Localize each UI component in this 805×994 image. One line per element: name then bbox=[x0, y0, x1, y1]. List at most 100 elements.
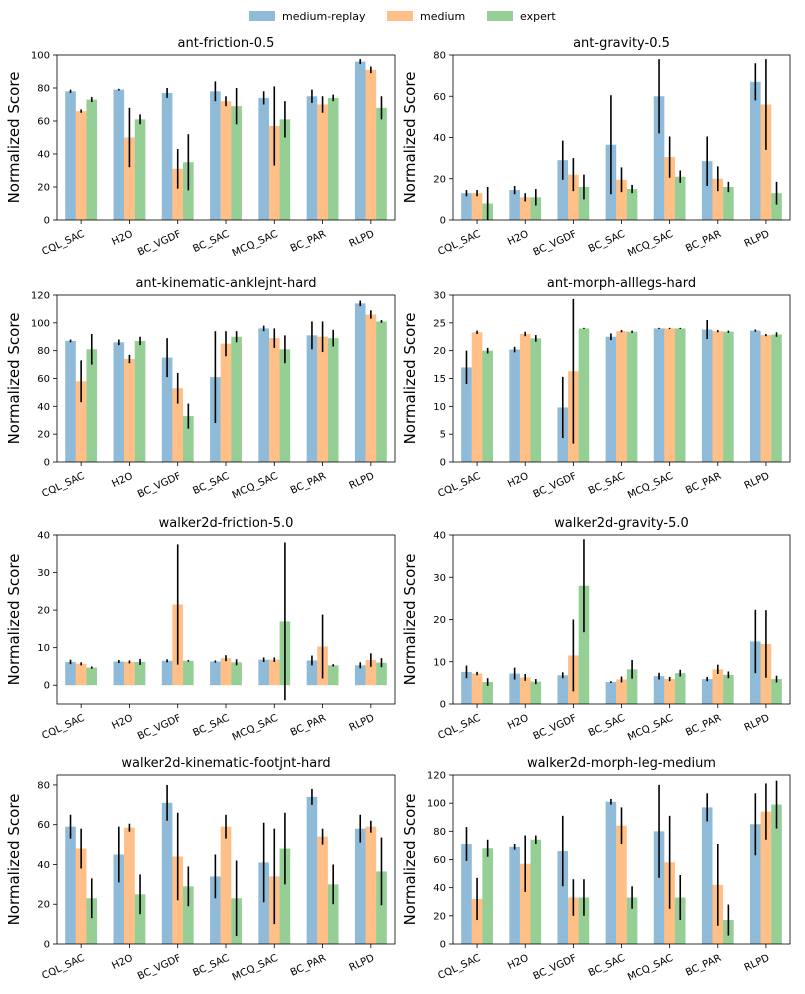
panel-ant-gravity-0-5: ant-gravity-0.5 Normalized Score 0 20 40 60 80… bbox=[401, 36, 791, 260]
x-tick-label-cql-sac: CQL_SAC bbox=[436, 953, 482, 982]
bar-medium-replay-bc-par bbox=[701, 329, 713, 462]
x-tick-label-cql-sac: CQL_SAC bbox=[40, 713, 86, 742]
bar-medium-replay-h2o bbox=[113, 854, 125, 944]
x-tick-label-cql-sac: CQL_SAC bbox=[436, 471, 482, 500]
panel-walker2d-gravity-5-0: walker2d-gravity-5.0 Normalized Score 0 10 2… bbox=[401, 516, 791, 743]
y-tick-label: 60 bbox=[37, 374, 50, 385]
x-tick-label-h2o: H2O bbox=[506, 713, 530, 732]
panel-title: walker2d-morph-leg-medium bbox=[527, 756, 716, 771]
panel-title: walker2d-kinematic-footjnt-hard bbox=[121, 756, 330, 771]
bar-medium-replay-bc-vgdf bbox=[161, 92, 173, 220]
x-tick-label-rlpd: RLPD bbox=[348, 471, 377, 492]
bar-medium-cql-sac bbox=[471, 673, 483, 704]
y-tick-label: 10 bbox=[37, 643, 50, 654]
x-tick-label-mcq-sac: MCQ_SAC bbox=[231, 713, 280, 744]
y-tick-label: 0 bbox=[440, 216, 446, 227]
panel-title: walker2d-gravity-5.0 bbox=[554, 516, 689, 531]
bar-medium-rlpd bbox=[365, 69, 377, 220]
x-tick-label-bc-sac: BC_SAC bbox=[191, 713, 231, 739]
bar-medium-bc-sac bbox=[220, 826, 232, 944]
bar-medium-h2o bbox=[124, 661, 135, 686]
legend-swatch-medium bbox=[387, 11, 413, 21]
panel-walker2d-morph-leg-medium: walker2d-morph-leg-medium Normalized Scor… bbox=[401, 756, 791, 983]
x-tick-label-mcq-sac: MCQ_SAC bbox=[626, 229, 675, 260]
bar-medium-bc-sac bbox=[616, 331, 627, 462]
y-tick-label: 20 bbox=[433, 911, 446, 922]
x-tick-label-bc-vgdf: BC_VGDF bbox=[136, 471, 183, 501]
x-tick-label-mcq-sac: MCQ_SAC bbox=[231, 229, 280, 260]
bar-medium-replay-bc-par bbox=[306, 96, 318, 220]
bar-medium-replay-h2o bbox=[509, 349, 520, 462]
bar-expert-bc-par bbox=[723, 187, 734, 220]
x-tick-label-bc-sac: BC_SAC bbox=[191, 229, 231, 255]
y-tick-label: 60 bbox=[433, 855, 446, 866]
bar-expert-bc-vgdf bbox=[578, 897, 590, 944]
bar-medium-replay-mcq-sac bbox=[258, 328, 269, 462]
x-tick-label-h2o: H2O bbox=[110, 713, 134, 732]
bar-expert-bc-vgdf bbox=[183, 660, 194, 686]
bar-medium-mcq-sac bbox=[664, 157, 675, 220]
bar-medium-cql-sac bbox=[471, 332, 483, 462]
bar-expert-mcq-sac bbox=[279, 848, 291, 944]
bar-medium-replay-rlpd bbox=[750, 824, 761, 944]
y-tick-label: 15 bbox=[433, 374, 446, 385]
bar-medium-replay-rlpd bbox=[354, 303, 366, 462]
x-tick-label-h2o: H2O bbox=[110, 229, 134, 248]
bar-medium-replay-rlpd bbox=[750, 81, 761, 220]
bar-medium-mcq-sac bbox=[268, 659, 280, 686]
y-tick-label: 120 bbox=[31, 291, 50, 302]
bar-medium-bc-sac bbox=[220, 101, 232, 220]
x-tick-label-rlpd: RLPD bbox=[743, 713, 772, 734]
bar-expert-rlpd bbox=[771, 193, 782, 220]
panel-ant-morph-alllegs-hard: ant-morph-alllegs-hard Normalized Score 0 5… bbox=[401, 276, 791, 502]
y-tick-label: 0 bbox=[44, 681, 50, 692]
x-tick-label-bc-vgdf: BC_VGDF bbox=[136, 953, 183, 983]
x-tick-label-bc-sac: BC_SAC bbox=[191, 471, 231, 497]
bar-medium-replay-bc-par bbox=[701, 679, 713, 704]
bar-medium-rlpd bbox=[365, 660, 377, 686]
bar-expert-bc-sac bbox=[626, 669, 638, 704]
x-tick-label-bc-sac: BC_SAC bbox=[587, 953, 627, 979]
bar-medium-replay-cql-sac bbox=[65, 661, 76, 686]
bar-medium-replay-bc-vgdf bbox=[557, 160, 569, 220]
plot-frame bbox=[56, 774, 396, 945]
bar-medium-bc-vgdf bbox=[568, 174, 579, 220]
panel-title: ant-kinematic-anklejnt-hard bbox=[135, 276, 316, 291]
bar-expert-bc-sac bbox=[626, 897, 638, 944]
y-tick-label: 80 bbox=[37, 346, 50, 357]
bar-medium-replay-bc-par bbox=[701, 807, 713, 944]
bar-expert-bc-vgdf bbox=[578, 187, 590, 220]
bar-medium-replay-bc-sac bbox=[210, 91, 221, 220]
bar-expert-cql-sac bbox=[86, 99, 98, 220]
bar-expert-cql-sac bbox=[482, 350, 493, 462]
x-tick-label-bc-vgdf: BC_VGDF bbox=[136, 229, 183, 259]
bar-medium-replay-h2o bbox=[113, 661, 125, 686]
bar-expert-h2o bbox=[530, 839, 542, 944]
x-tick-label-bc-par: BC_PAR bbox=[289, 713, 328, 739]
bar-medium-bc-par bbox=[317, 336, 328, 462]
plot-frame bbox=[452, 54, 791, 221]
legend-swatch-medium-replay bbox=[249, 11, 275, 21]
panel-ant-kinematic-anklejnt-hard: ant-kinematic-anklejnt-hard Normalized Sc… bbox=[5, 276, 396, 501]
y-tick-label: 60 bbox=[433, 92, 446, 103]
bar-medium-h2o bbox=[519, 333, 531, 462]
y-tick-label: 40 bbox=[433, 133, 446, 144]
x-tick-label-mcq-sac: MCQ_SAC bbox=[626, 471, 675, 502]
bar-medium-bc-par bbox=[317, 104, 328, 220]
plot-frame bbox=[452, 534, 791, 705]
y-tick-label: 20 bbox=[37, 900, 50, 911]
bar-medium-replay-mcq-sac bbox=[653, 831, 665, 944]
y-tick-label: 100 bbox=[31, 51, 50, 62]
bar-expert-cql-sac bbox=[86, 898, 98, 944]
y-tick-label: 0 bbox=[440, 700, 446, 711]
x-tick-label-bc-par: BC_PAR bbox=[684, 229, 723, 255]
y-tick-label: 20 bbox=[433, 174, 446, 185]
bar-medium-mcq-sac bbox=[268, 338, 280, 462]
panel-title: ant-friction-0.5 bbox=[178, 36, 275, 51]
x-tick-label-rlpd: RLPD bbox=[743, 229, 772, 250]
legend-swatch-expert bbox=[487, 11, 513, 21]
y-tick-label: 40 bbox=[37, 402, 50, 413]
y-tick-label: 80 bbox=[433, 51, 446, 62]
bar-medium-replay-bc-par bbox=[306, 796, 318, 944]
